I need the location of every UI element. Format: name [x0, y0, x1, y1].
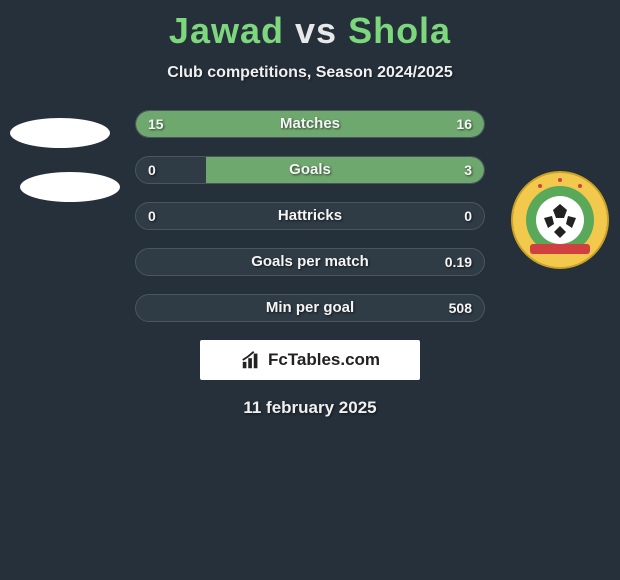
stat-label: Min per goal [136, 295, 484, 321]
player1-flag-icon [10, 118, 110, 148]
page-title: Jawad vs Shola [0, 0, 620, 52]
content-area: 15Matches160Goals30Hattricks0Goals per m… [0, 110, 620, 418]
stat-value-right: 16 [456, 111, 472, 137]
branding-box[interactable]: FcTables.com [200, 340, 420, 380]
stat-label: Matches [136, 111, 484, 137]
stat-value-right: 0.19 [445, 249, 472, 275]
stats-chart: 15Matches160Goals30Hattricks0Goals per m… [135, 110, 485, 322]
date-label: 11 february 2025 [0, 398, 620, 418]
player2-club-badge-icon [510, 170, 610, 270]
stat-value-right: 508 [449, 295, 472, 321]
stat-label: Goals [136, 157, 484, 183]
player1-name: Jawad [169, 10, 284, 51]
stat-row: 0Goals3 [135, 156, 485, 184]
player2-name: Shola [348, 10, 451, 51]
subtitle: Club competitions, Season 2024/2025 [0, 64, 620, 82]
stat-row: Goals per match0.19 [135, 248, 485, 276]
stat-label: Goals per match [136, 249, 484, 275]
stat-row: 0Hattricks0 [135, 202, 485, 230]
stat-value-right: 0 [464, 203, 472, 229]
stat-label: Hattricks [136, 203, 484, 229]
branding-text: FcTables.com [268, 350, 380, 370]
player1-club-icon [20, 172, 120, 202]
vs-text: vs [295, 10, 337, 51]
stat-row: 15Matches16 [135, 110, 485, 138]
chart-icon [240, 349, 262, 371]
stat-value-right: 3 [464, 157, 472, 183]
stat-row: Min per goal508 [135, 294, 485, 322]
